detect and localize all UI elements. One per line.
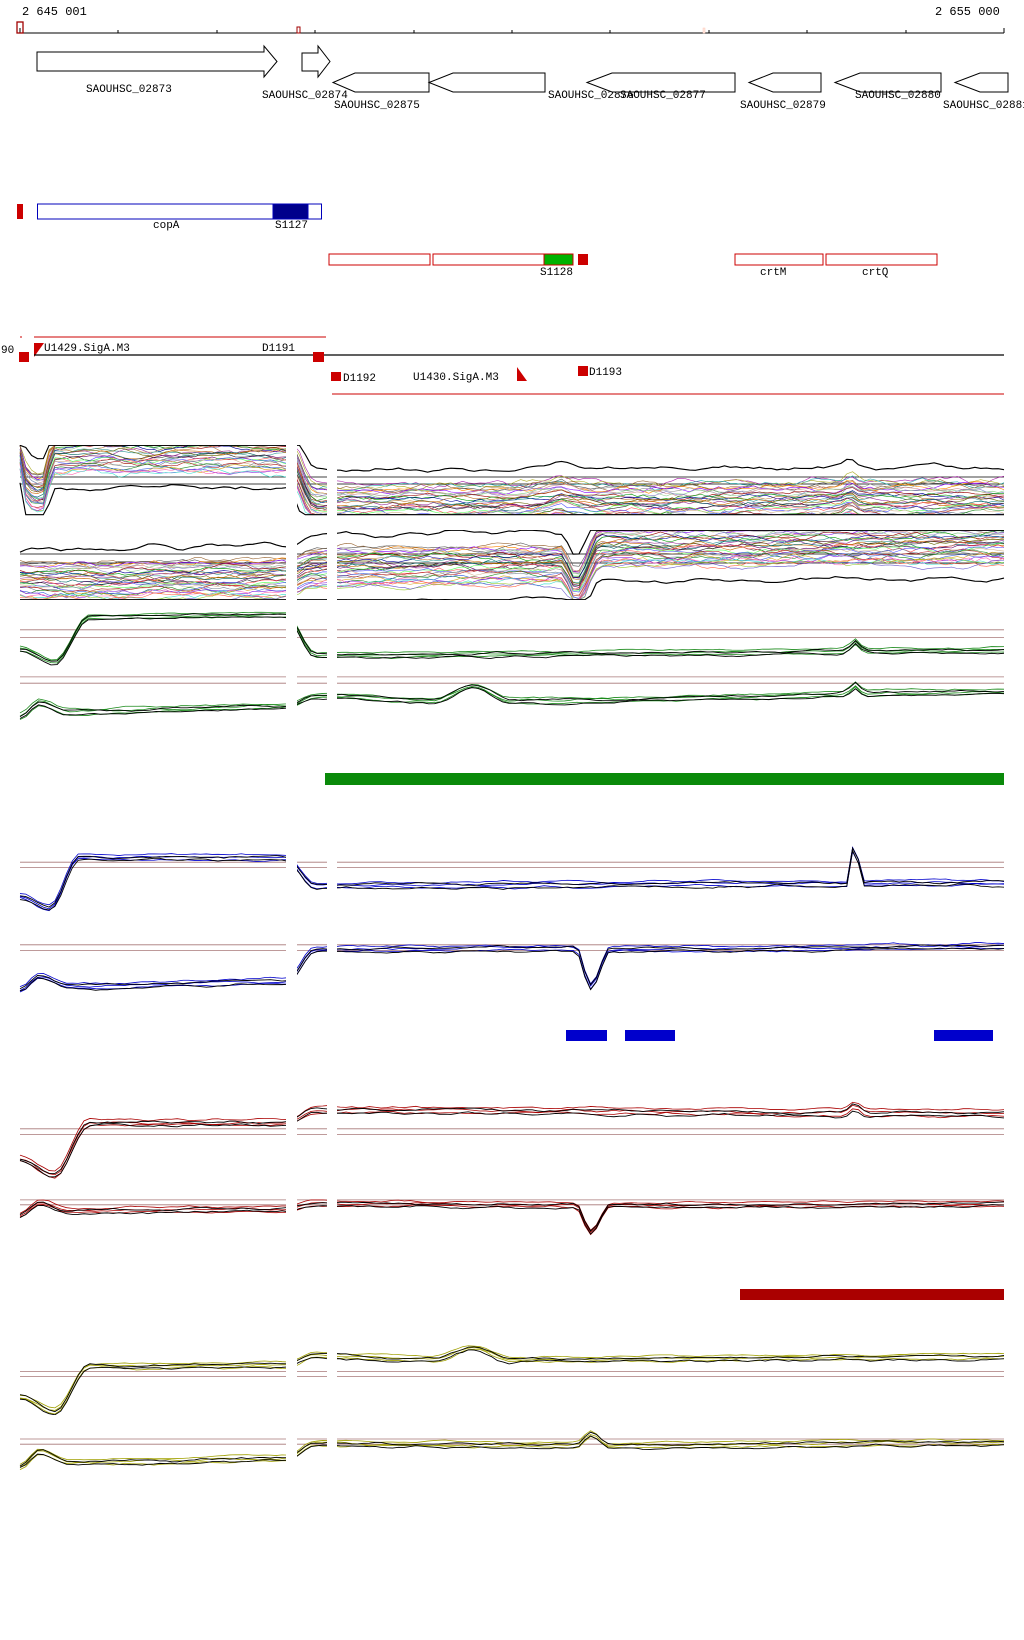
svg-text:+: + (578, 1030, 585, 1032)
svg-text:+: + (642, 1030, 649, 1032)
svg-text:D1193: D1193 (589, 367, 622, 379)
svg-text:copA: copA (153, 220, 180, 232)
svg-text:90: 90 (1, 345, 14, 357)
svg-text:2 645 001: 2 645 001 (22, 5, 87, 19)
svg-text:SAOUHSC_02875: SAOUHSC_02875 (334, 100, 420, 112)
svg-text:crtQ: crtQ (862, 267, 889, 279)
svg-text:D1191: D1191 (262, 343, 295, 355)
svg-text:+: + (793, 1289, 800, 1291)
svg-text:U1430.SigA.M3: U1430.SigA.M3 (413, 372, 499, 384)
svg-text:2 655 000: 2 655 000 (935, 5, 1000, 19)
svg-text:+: + (955, 1030, 962, 1032)
svg-text:+: + (931, 773, 938, 774)
svg-text:SAOUHSC_02877: SAOUHSC_02877 (620, 90, 706, 102)
svg-text:+: + (598, 773, 605, 774)
svg-text:S1127: S1127 (275, 220, 308, 232)
svg-text:S1128: S1128 (540, 267, 573, 279)
svg-text:SAOUHSC_02873: SAOUHSC_02873 (86, 84, 172, 96)
svg-text:U1429.SigA.M3: U1429.SigA.M3 (44, 343, 130, 355)
svg-text:+: + (926, 1289, 933, 1291)
svg-text:crtM: crtM (760, 267, 786, 279)
svg-text:D1192: D1192 (343, 373, 376, 385)
svg-text:SAOUHSC_02880: SAOUHSC_02880 (855, 90, 941, 102)
svg-text:SAOUHSC_02879: SAOUHSC_02879 (740, 100, 826, 112)
svg-text:SAOUHSC_02881: SAOUHSC_02881 (943, 100, 1024, 112)
